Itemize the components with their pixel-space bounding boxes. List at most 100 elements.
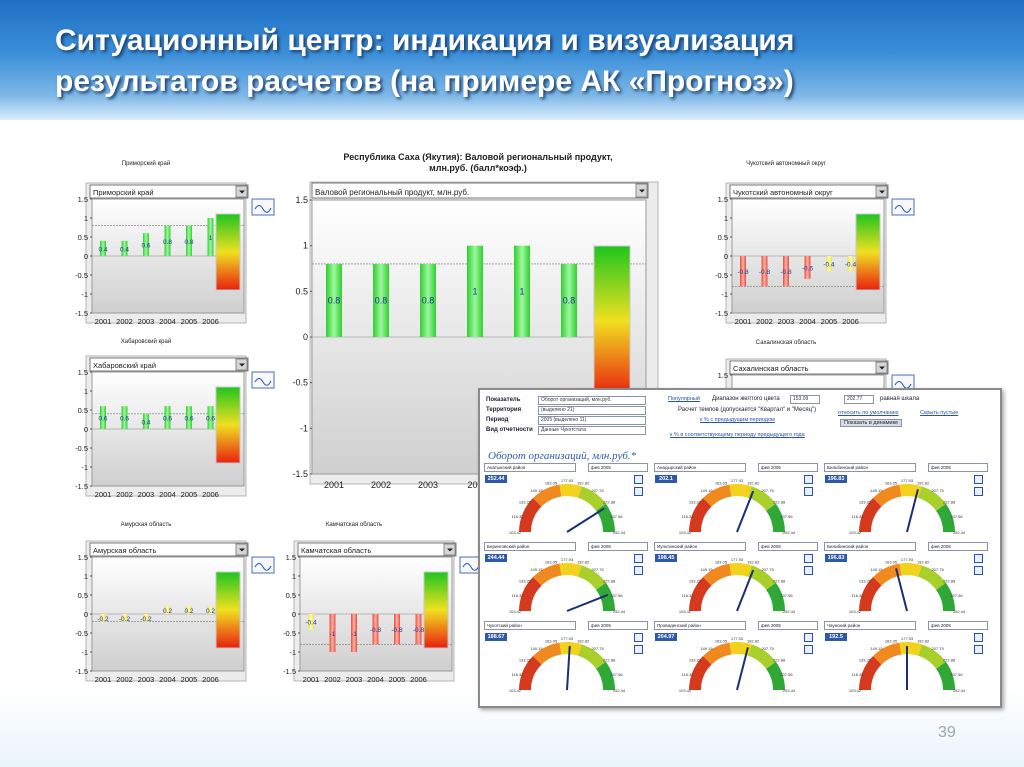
range-from-input[interactable]: 153.09 [790, 395, 820, 404]
line-chart-icon[interactable] [251, 198, 275, 216]
table-icon[interactable] [974, 633, 983, 642]
y-tick-label: 1.5 [286, 553, 296, 562]
gauge-scale-label: 222.88 [603, 578, 616, 583]
gauge-period-dropdown[interactable]: фев 2005 [758, 621, 818, 630]
gauge-period-dropdown[interactable]: фев 2005 [588, 542, 648, 551]
x-tick-label: 2003 [138, 317, 155, 326]
bar-value-label: -0.6 [802, 265, 814, 272]
gauge-scale-label: 177.93 [731, 636, 744, 641]
gauge-region-dropdown[interactable]: Анадырский район [654, 463, 746, 472]
table-icon[interactable] [634, 554, 643, 563]
gauge-period-dropdown[interactable]: фев 2005 [928, 542, 988, 551]
bar-value-label: 0.8 [375, 295, 388, 305]
gauge-scale-label: 177.93 [731, 478, 744, 483]
region-dropdown[interactable] [311, 182, 649, 199]
gauge-period-dropdown[interactable]: фев 2005 [588, 621, 648, 630]
report-icon[interactable] [634, 487, 643, 496]
slide-title-line2: результатов расчетов (на примере АК «Про… [55, 65, 794, 98]
gauge-arc-segment [729, 484, 752, 498]
x-tick-label: 2006 [410, 675, 427, 684]
filter-dropdown[interactable]: Оборот организаций, млн.руб. [538, 396, 646, 405]
region-dropdown[interactable] [297, 542, 457, 557]
gauge-region-dropdown[interactable]: Чукотский район [484, 621, 576, 630]
report-icon[interactable] [804, 487, 813, 496]
report-icon[interactable] [974, 566, 983, 575]
y-tick-label: 1.5 [295, 195, 308, 205]
gauge-scale-label: 192.82 [577, 560, 590, 565]
report-icon[interactable] [804, 566, 813, 575]
region-dropdown[interactable] [729, 184, 889, 199]
chevron-glyph [239, 548, 245, 552]
popular-link[interactable]: Популярный [668, 396, 700, 402]
chart-panel-2: Хабаровский край Хабаровский край 1.5 1 0.5 0… [75, 338, 275, 499]
table-icon[interactable] [974, 475, 983, 484]
line-chart-icon[interactable] [891, 198, 915, 216]
chevron-glyph [239, 190, 245, 194]
gauge-needle [736, 569, 755, 612]
gauge-scale-label: 149.15 [530, 488, 543, 493]
gauge-scale-label: 252.44 [953, 609, 966, 614]
bar-1 [373, 263, 389, 337]
region-dropdown[interactable] [729, 360, 889, 375]
bar-5 [207, 606, 214, 614]
gauge-needle [906, 489, 919, 533]
filter-dropdown[interactable]: 2005 (выделено 11) [538, 416, 646, 425]
link-prev-year[interactable]: к % в соответствующему периоду предыдуще… [670, 432, 805, 438]
gauge-scale-label: 116.32 [852, 593, 865, 598]
bar-2 [143, 233, 149, 256]
table-icon[interactable] [634, 633, 643, 642]
region-dropdown[interactable] [89, 184, 249, 199]
x-tick-label: 2004 [159, 490, 176, 499]
table-icon[interactable] [974, 554, 983, 563]
gauge-scale-label: 252.44 [953, 530, 966, 535]
report-icon[interactable] [974, 487, 983, 496]
report-icon[interactable] [804, 645, 813, 654]
gauge-period-dropdown[interactable]: фев 2005 [928, 463, 988, 472]
gauge-region-dropdown[interactable]: Анатыкский район [484, 463, 576, 472]
gauge-scale-label: 133.22 [859, 499, 872, 504]
y-tick-label: -1 [81, 463, 88, 472]
region-dropdown[interactable] [89, 357, 249, 372]
gauge-region-dropdown[interactable]: Чаунский район [824, 621, 916, 630]
gauge-scale-label: 103.42 [509, 530, 522, 535]
gauge-period-dropdown[interactable]: фев 2005 [758, 542, 818, 551]
line-chart-icon[interactable] [251, 556, 275, 574]
gauge-region-dropdown[interactable]: Иультинский район [654, 542, 746, 551]
table-icon[interactable] [804, 554, 813, 563]
calc-text: Расчет темпов (допускается "Квартал" и "… [678, 407, 817, 413]
gauge-scale-label: 192.82 [747, 560, 760, 565]
gauge-region-dropdown[interactable]: Бильбинский район [824, 463, 916, 472]
report-icon[interactable] [974, 645, 983, 654]
y-tick-label: 0.5 [718, 233, 728, 242]
gauge-region-dropdown[interactable]: Билибинский район [824, 542, 916, 551]
gauge-scale-label: 207.75 [931, 567, 944, 572]
table-icon[interactable] [804, 475, 813, 484]
line-chart-icon[interactable] [251, 371, 275, 389]
gauge-scale-label: 103.42 [679, 530, 692, 535]
y-tick-label: 0 [84, 610, 88, 619]
filter-dropdown[interactable]: Данные Чукотстата [538, 426, 646, 435]
gauge-period-dropdown[interactable]: фев 2005 [928, 621, 988, 630]
gauge-region-dropdown[interactable]: Провиденский район [654, 621, 746, 630]
table-icon[interactable] [634, 475, 643, 484]
y-tick-label: -1 [289, 648, 296, 657]
link-hide-empty[interactable]: Скрыть пустые [920, 410, 959, 416]
report-icon[interactable] [634, 645, 643, 654]
region-dropdown[interactable] [89, 542, 249, 557]
gauge-scale-label: 149.15 [870, 488, 883, 493]
gauge-scale-label: 192.82 [747, 639, 760, 644]
show-dynamics-button[interactable]: Показать в динамике [840, 419, 903, 427]
link-prev-period[interactable]: к % с предыдущим периодом [700, 417, 775, 423]
filter-dropdown[interactable]: (выделено 21) [538, 406, 646, 415]
gauge-scale-label: 116.32 [512, 672, 525, 677]
gauge-region-dropdown[interactable]: Беринговский район [484, 542, 576, 551]
line-chart-glyph [254, 205, 272, 213]
x-tick-label: 2004 [367, 675, 384, 684]
link-default[interactable]: относить по умолчанию [838, 410, 899, 416]
report-icon[interactable] [634, 566, 643, 575]
range-to-input[interactable]: 202.77 [844, 395, 874, 404]
table-icon[interactable] [804, 633, 813, 642]
range-check-label[interactable]: равная шкала [880, 396, 920, 402]
gauge-period-dropdown[interactable]: фев 2005 [758, 463, 818, 472]
gauge-period-dropdown[interactable]: фев 2005 [588, 463, 648, 472]
